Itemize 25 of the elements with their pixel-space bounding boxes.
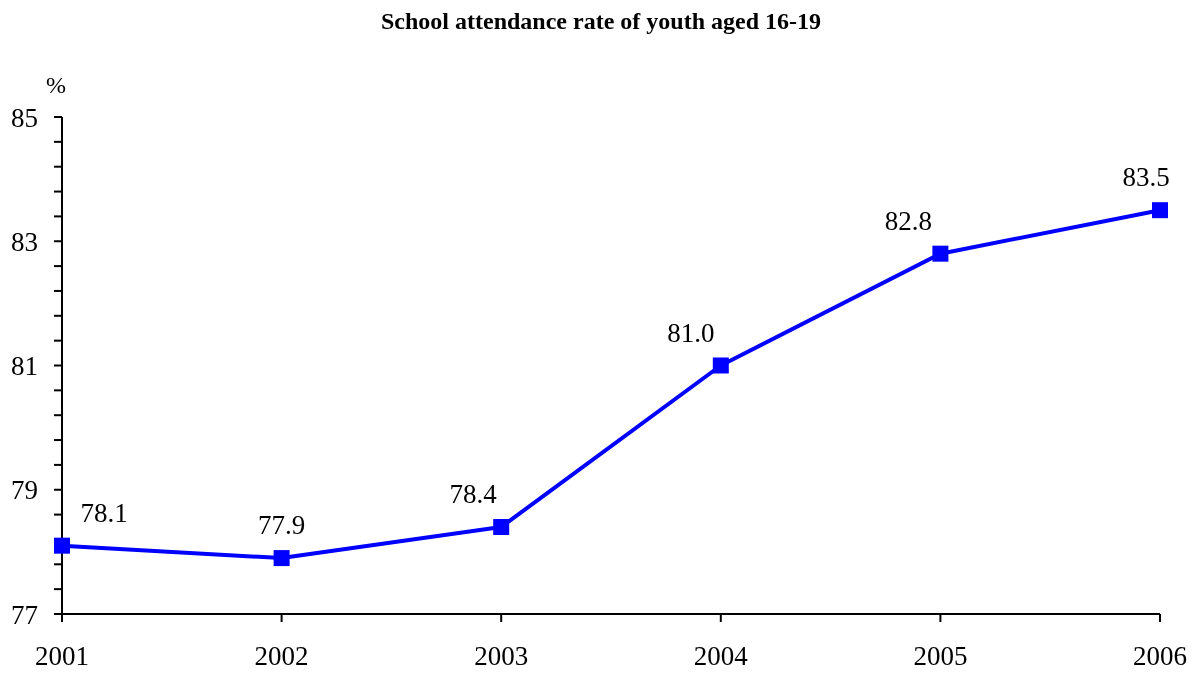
x-tick-label: 2002 xyxy=(254,641,309,672)
x-tick-label: 2001 xyxy=(35,641,89,672)
point xyxy=(932,245,949,262)
y-tick-label: 77 xyxy=(11,599,38,630)
data-label: 77.9 xyxy=(257,510,306,541)
y-tick-label: 81 xyxy=(11,351,38,382)
x-tick-label: 2006 xyxy=(1133,641,1187,672)
y-axis-title: % xyxy=(46,72,66,98)
y-tick-label: 83 xyxy=(11,226,38,257)
y-tick-label: 79 xyxy=(11,475,38,506)
point xyxy=(493,519,510,536)
point xyxy=(273,550,290,567)
point xyxy=(54,537,70,554)
data-label: 82.8 xyxy=(884,205,933,236)
x-tick-label: 2003 xyxy=(474,641,529,672)
data-label: 78.1 xyxy=(80,497,128,528)
data-label: 78.4 xyxy=(449,479,498,510)
x-tick-label: 2004 xyxy=(693,641,749,672)
data-label: 81.0 xyxy=(667,317,715,348)
y-tick-label: 85 xyxy=(11,102,38,133)
x-tick-label: 2005 xyxy=(913,641,968,672)
data-label: 83.5 xyxy=(1122,162,1170,193)
point xyxy=(1152,202,1168,219)
point xyxy=(712,357,729,374)
chart-title: School attendance rate of youth aged 16-19 xyxy=(380,8,822,35)
